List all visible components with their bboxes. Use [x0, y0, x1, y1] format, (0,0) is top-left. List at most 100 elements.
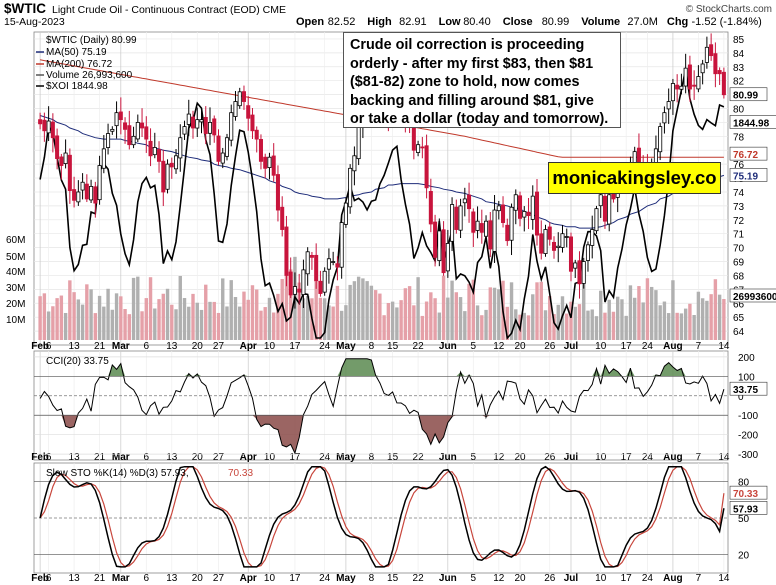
- volume-bar: [119, 296, 123, 340]
- candle-body: [339, 222, 344, 268]
- x-tick-label: Mar: [112, 573, 130, 584]
- volume-bar: [165, 288, 170, 340]
- candle-body: [335, 263, 340, 268]
- price-tick-label: 66: [733, 299, 745, 310]
- volume-bar: [327, 305, 331, 340]
- candle-body: [106, 133, 111, 148]
- candle-body: [254, 129, 259, 140]
- volume-bar: [416, 277, 420, 340]
- brand-badge[interactable]: monicakingsley.co: [548, 162, 721, 194]
- volume-bar: [582, 283, 586, 340]
- x-tick-label: Jul: [564, 573, 579, 584]
- volume-bar: [412, 305, 416, 340]
- volume-bar: [514, 309, 518, 340]
- volume-bar: [577, 304, 582, 340]
- ma200-tag-bg: [729, 146, 768, 161]
- volume-bar: [475, 305, 480, 340]
- x-tick-label: 6: [46, 573, 52, 584]
- volume-bar: [55, 298, 59, 340]
- price-tick-label: 73: [733, 202, 745, 213]
- candle-body: [72, 189, 77, 201]
- ohlc-label: Close: [503, 16, 533, 28]
- volume-bar: [59, 295, 64, 340]
- volume-bar: [675, 312, 679, 340]
- candle-body: [479, 223, 484, 233]
- price-tick-label: 83: [733, 63, 745, 74]
- volume-bar: [97, 295, 102, 340]
- price-tick-label: 85: [733, 35, 745, 46]
- volume-bar: [182, 298, 187, 340]
- volume-bar: [599, 290, 603, 340]
- candle-body: [207, 122, 213, 134]
- volume-bar: [666, 313, 671, 340]
- x-tick-label: Aug: [663, 573, 682, 584]
- volume-bar: [144, 298, 148, 340]
- ohlc-label: High: [367, 16, 392, 28]
- candle-body: [97, 165, 102, 201]
- xoi-tag: 1844.98: [733, 118, 770, 129]
- ohlc-label: Low: [439, 16, 461, 28]
- candle-body: [195, 119, 200, 129]
- candle-body: [343, 202, 348, 225]
- candle-body: [314, 254, 319, 282]
- legend-entry: $WTIC (Daily) 80.99: [46, 35, 137, 46]
- candle-body: [577, 260, 582, 285]
- x-tick-label: 27: [213, 452, 225, 463]
- candle-body: [288, 271, 293, 296]
- x-tick-label: Aug: [663, 452, 682, 463]
- x-tick-label: 13: [69, 341, 81, 352]
- candle-body: [594, 208, 599, 232]
- volume-bar: [272, 312, 276, 340]
- candle-body: [662, 112, 667, 124]
- volume-bar: [174, 309, 178, 340]
- candle-body: [683, 67, 688, 87]
- volume-bar: [679, 313, 684, 340]
- x-tick-label: 17: [289, 452, 301, 463]
- volume-bar: [208, 301, 212, 340]
- x-tick-label: 22: [413, 341, 425, 352]
- candle-body: [93, 186, 98, 204]
- candle-body: [271, 155, 276, 176]
- volume-bar: [225, 306, 229, 340]
- volume-bar: [221, 278, 225, 340]
- candle-body: [250, 114, 255, 132]
- annotation-line: or take a dollar (today and tomorrow).: [350, 111, 609, 127]
- volume-bar: [382, 315, 386, 340]
- ma200-tag: 76.72: [733, 150, 758, 161]
- volume-bar: [458, 297, 463, 340]
- candle-body: [547, 226, 552, 240]
- candle-body: [704, 46, 709, 63]
- candle-body: [76, 191, 81, 203]
- volume-axis-label: 30M: [6, 283, 25, 294]
- x-tick-label: 5: [471, 452, 477, 463]
- volume-bar: [238, 306, 242, 340]
- candle-body: [505, 224, 510, 242]
- ohlc-value: 82.91: [399, 16, 427, 28]
- volume-bar: [531, 294, 535, 340]
- volume-bar: [131, 277, 136, 340]
- volume-bar: [373, 290, 378, 340]
- candle-body: [292, 286, 297, 295]
- volume-bar: [114, 293, 119, 340]
- volume-bar: [535, 282, 539, 340]
- candle-body: [709, 44, 714, 57]
- price-tick-label: 68: [733, 271, 745, 282]
- candle-body: [182, 126, 187, 135]
- x-tick-label: 24: [319, 341, 331, 352]
- candle-body: [356, 123, 361, 160]
- volume-bar: [110, 309, 115, 340]
- volume-axis-label: 50M: [6, 252, 25, 263]
- x-tick-label: 20: [514, 452, 526, 463]
- volume-bar: [267, 297, 272, 340]
- candle-body: [263, 156, 268, 169]
- x-tick-label: May: [336, 341, 356, 352]
- candle-body: [568, 236, 574, 272]
- volume-bar: [437, 312, 442, 340]
- volume-bar: [361, 278, 365, 340]
- volume-bar: [696, 291, 701, 340]
- volume-bar: [157, 299, 161, 340]
- volume-bar: [395, 307, 399, 340]
- price-tick-label: 72: [733, 216, 745, 227]
- annotation-line: orderly - after my first $83, then $81: [350, 55, 594, 72]
- volume-bar: [649, 286, 654, 340]
